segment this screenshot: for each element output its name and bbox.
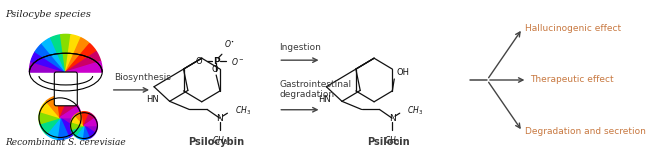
Wedge shape [51,35,66,72]
Wedge shape [82,112,90,126]
Wedge shape [60,106,81,118]
Wedge shape [46,96,60,118]
Text: Gastrointestinal
degradation: Gastrointestinal degradation [279,80,351,99]
Wedge shape [35,44,66,72]
Wedge shape [84,126,95,138]
Text: $CH_3$: $CH_3$ [235,105,251,117]
Wedge shape [66,35,81,72]
Wedge shape [31,52,66,72]
Text: O: O [195,57,202,66]
Text: Degradation and secretion: Degradation and secretion [525,127,646,136]
Text: Therapeutic effect: Therapeutic effect [530,76,613,84]
Wedge shape [42,38,66,72]
Wedge shape [61,34,71,72]
Text: Hallucinogenic effect: Hallucinogenic effect [525,24,622,33]
Text: OH: OH [396,68,409,77]
Wedge shape [84,118,98,126]
Wedge shape [71,115,84,126]
Text: $CH_3$: $CH_3$ [211,134,227,147]
Text: Biosynthesis: Biosynthesis [114,73,171,82]
Wedge shape [60,118,78,137]
Text: Recombinant S. cerevisiae: Recombinant S. cerevisiae [5,138,126,147]
Wedge shape [60,118,81,129]
Wedge shape [46,118,60,139]
Wedge shape [57,118,69,140]
Wedge shape [84,113,95,126]
Text: HN: HN [146,95,159,104]
Text: Psilocybin: Psilocybin [188,137,244,147]
Wedge shape [71,126,84,136]
Wedge shape [57,96,69,118]
Text: $CH_3$: $CH_3$ [384,134,400,147]
Wedge shape [66,44,96,72]
Text: $CH_3$: $CH_3$ [407,105,423,117]
Text: HN: HN [318,95,330,104]
Text: P: P [213,57,219,66]
Wedge shape [75,126,84,139]
Wedge shape [84,126,98,133]
Text: N: N [216,114,223,123]
FancyBboxPatch shape [54,72,78,106]
Wedge shape [75,112,84,126]
Text: Ingestion: Ingestion [279,43,321,52]
Text: Psilocin: Psilocin [367,137,409,147]
Wedge shape [66,38,90,72]
Text: $O^{•}$: $O^{•}$ [224,38,235,49]
Text: O: O [212,65,219,74]
Wedge shape [82,126,90,140]
Text: Psilocybe species: Psilocybe species [5,10,92,19]
Text: N: N [389,114,395,123]
Text: $O^-$: $O^-$ [231,56,244,67]
Wedge shape [39,112,60,124]
Wedge shape [40,101,60,118]
Wedge shape [29,61,66,72]
Wedge shape [60,98,78,118]
Wedge shape [71,122,84,129]
Wedge shape [40,118,60,134]
Wedge shape [66,61,102,72]
Wedge shape [66,52,101,72]
